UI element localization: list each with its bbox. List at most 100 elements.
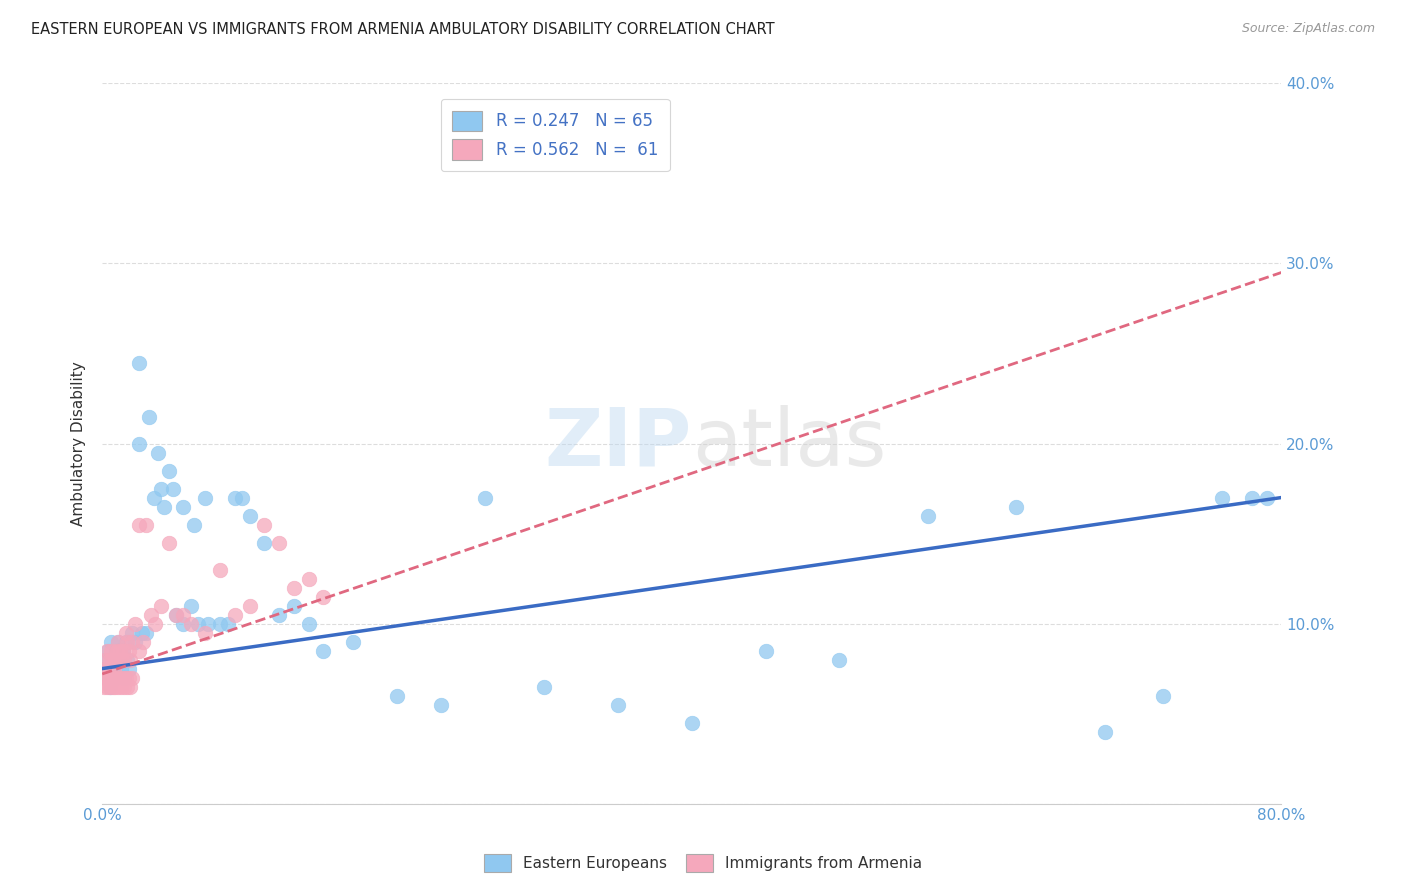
Point xyxy=(917,508,939,523)
Point xyxy=(121,625,143,640)
Point xyxy=(117,634,139,648)
Point xyxy=(103,652,125,666)
Point xyxy=(98,680,121,694)
Point xyxy=(98,652,121,666)
Point xyxy=(120,652,142,666)
Point xyxy=(1153,689,1175,703)
Point xyxy=(153,500,176,514)
Point xyxy=(104,680,127,694)
Point xyxy=(135,625,157,640)
Point xyxy=(124,634,146,648)
Point xyxy=(120,680,142,694)
Point xyxy=(100,671,122,685)
Point xyxy=(117,680,139,694)
Point xyxy=(97,662,120,676)
Point xyxy=(312,590,335,604)
Point xyxy=(165,607,187,622)
Point xyxy=(118,643,141,657)
Point xyxy=(107,634,129,648)
Point xyxy=(150,482,173,496)
Point xyxy=(283,599,305,613)
Point xyxy=(114,625,136,640)
Point xyxy=(1256,491,1278,505)
Point xyxy=(533,680,555,694)
Point xyxy=(312,643,335,657)
Point xyxy=(135,517,157,532)
Point xyxy=(131,625,153,640)
Point xyxy=(209,616,232,631)
Point xyxy=(217,616,239,631)
Point xyxy=(117,652,139,666)
Point xyxy=(165,607,187,622)
Point xyxy=(98,680,121,694)
Point xyxy=(108,652,131,666)
Point xyxy=(474,491,496,505)
Point xyxy=(112,680,135,694)
Point xyxy=(110,662,132,676)
Point xyxy=(1240,491,1263,505)
Point xyxy=(108,671,131,685)
Text: EASTERN EUROPEAN VS IMMIGRANTS FROM ARMENIA AMBULATORY DISABILITY CORRELATION CH: EASTERN EUROPEAN VS IMMIGRANTS FROM ARME… xyxy=(31,22,775,37)
Point xyxy=(267,607,290,622)
Point xyxy=(93,662,115,676)
Point xyxy=(104,671,127,685)
Point xyxy=(754,643,776,657)
Legend: Eastern Europeans, Immigrants from Armenia: Eastern Europeans, Immigrants from Armen… xyxy=(475,846,931,880)
Point xyxy=(96,643,118,657)
Point xyxy=(105,671,128,685)
Point xyxy=(110,652,132,666)
Point xyxy=(112,652,135,666)
Point xyxy=(94,671,117,685)
Point xyxy=(209,563,232,577)
Point xyxy=(97,643,120,657)
Point xyxy=(111,643,134,657)
Point xyxy=(183,517,205,532)
Point xyxy=(148,445,170,459)
Point xyxy=(118,671,141,685)
Point xyxy=(681,715,703,730)
Point xyxy=(101,662,124,676)
Point xyxy=(180,599,202,613)
Point xyxy=(430,698,453,712)
Point xyxy=(96,680,118,694)
Point xyxy=(101,652,124,666)
Point xyxy=(283,581,305,595)
Point xyxy=(118,662,141,676)
Point xyxy=(112,671,135,685)
Point xyxy=(114,671,136,685)
Point xyxy=(197,616,219,631)
Point xyxy=(139,607,162,622)
Point xyxy=(100,634,122,648)
Point xyxy=(172,616,194,631)
Point xyxy=(100,643,122,657)
Point xyxy=(94,652,117,666)
Point xyxy=(1005,500,1028,514)
Point xyxy=(111,671,134,685)
Point xyxy=(128,436,150,450)
Point xyxy=(105,643,128,657)
Point xyxy=(132,634,155,648)
Y-axis label: Ambulatory Disability: Ambulatory Disability xyxy=(72,361,86,526)
Point xyxy=(138,409,160,424)
Point xyxy=(96,671,118,685)
Point xyxy=(93,680,115,694)
Point xyxy=(111,643,134,657)
Point xyxy=(107,634,129,648)
Text: Source: ZipAtlas.com: Source: ZipAtlas.com xyxy=(1241,22,1375,36)
Point xyxy=(128,517,150,532)
Point xyxy=(157,464,180,478)
Point xyxy=(162,482,184,496)
Point xyxy=(97,671,120,685)
Point xyxy=(114,634,136,648)
Point xyxy=(172,500,194,514)
Point xyxy=(124,616,146,631)
Point xyxy=(150,599,173,613)
Point xyxy=(297,616,319,631)
Point xyxy=(253,517,276,532)
Point xyxy=(1094,724,1116,739)
Point xyxy=(253,535,276,549)
Point xyxy=(103,671,125,685)
Point xyxy=(267,535,290,549)
Point xyxy=(101,680,124,694)
Point xyxy=(239,599,262,613)
